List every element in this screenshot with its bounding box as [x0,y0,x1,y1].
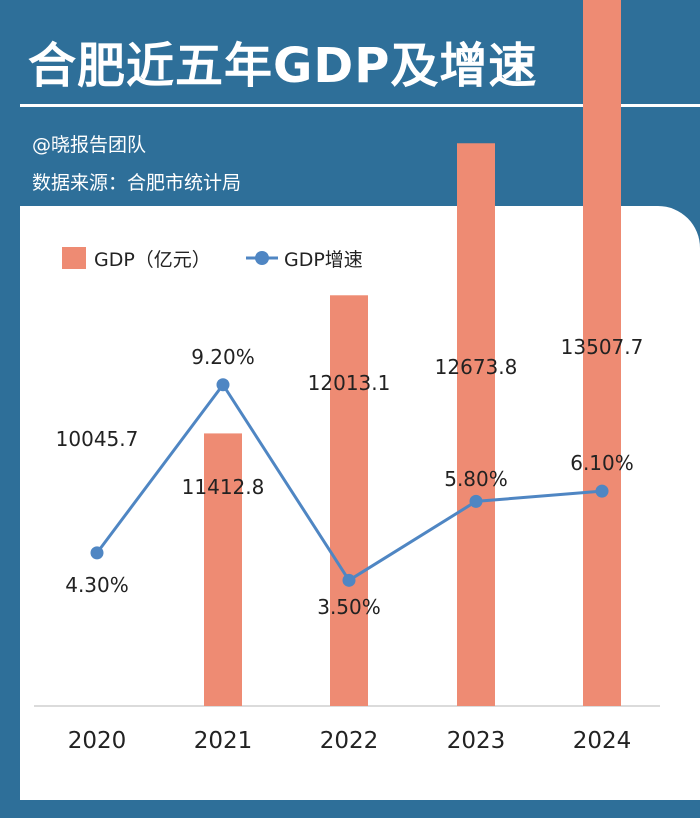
chart-title: 合肥近五年GDP及增速 [28,38,538,94]
data-source: 数据来源：合肥市统计局 [32,172,242,194]
bar-series: 10045.7 11412.8 12013.1 12673.8 13507.7 [56,0,644,707]
growth-value-label-2020: 4.30% [65,573,129,597]
legend-line-marker [255,251,269,265]
legend-growth-label: GDP增速 [284,249,363,271]
x-tick-labels: 2020 2021 2022 2023 2024 [68,728,632,754]
growth-point-2024 [595,484,609,498]
card-bottom-border [20,800,700,818]
x-tick-2024: 2024 [573,728,632,754]
legend: GDP（亿元） GDP增速 [62,247,363,271]
growth-point-2023 [469,494,483,508]
growth-point-2020 [90,546,104,560]
bar-2024 [583,0,621,706]
bar-value-label-2022: 12013.1 [308,371,391,395]
author-credit: @晓报告团队 [32,134,147,156]
growth-point-2021 [216,378,230,392]
x-tick-2023: 2023 [447,728,506,754]
x-tick-2022: 2022 [320,728,379,754]
growth-value-label-2022: 3.50% [317,595,381,619]
x-tick-2021: 2021 [194,728,253,754]
line-series: 4.30% 9.20% 3.50% 5.80% 6.10% [65,345,634,619]
bar-value-label-2020: 10045.7 [56,427,139,451]
growth-value-label-2021: 9.20% [191,345,255,369]
bar-2023 [457,143,495,707]
bar-value-label-2023: 12673.8 [435,355,518,379]
x-tick-2020: 2020 [68,728,127,754]
bar-2021 [204,433,242,706]
legend-bar-swatch [62,247,86,269]
legend-gdp-label: GDP（亿元） [94,249,211,271]
growth-value-label-2023: 5.80% [444,467,508,491]
bar-value-label-2024: 13507.7 [561,335,644,359]
bar-2022 [330,295,368,706]
title-divider [20,104,700,107]
bar-value-label-2021: 11412.8 [182,475,265,499]
growth-point-2022 [342,573,356,587]
growth-value-label-2024: 6.10% [570,451,634,475]
